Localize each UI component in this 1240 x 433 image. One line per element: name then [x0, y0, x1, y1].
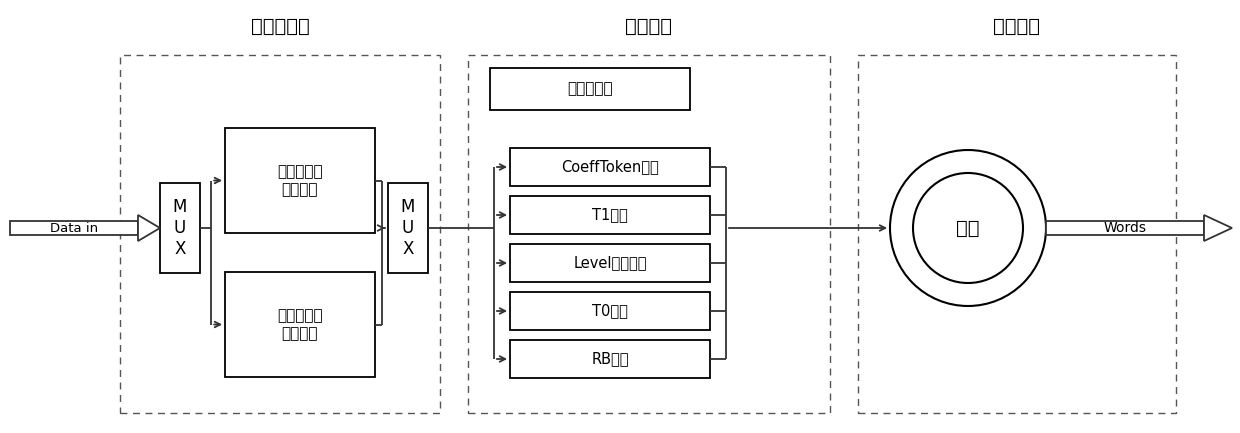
Bar — [224, 272, 374, 377]
Bar — [388, 183, 428, 273]
Text: 第二组系数
存储空间: 第二组系数 存储空间 — [278, 308, 322, 341]
Bar — [224, 128, 374, 233]
Bar — [10, 221, 138, 235]
Bar — [510, 292, 711, 330]
Text: 包装模块: 包装模块 — [993, 16, 1040, 36]
Bar — [510, 244, 711, 282]
Bar — [160, 183, 200, 273]
Polygon shape — [138, 215, 160, 241]
Text: 编码控制器: 编码控制器 — [567, 81, 613, 97]
Polygon shape — [1204, 215, 1233, 241]
Bar — [1047, 221, 1204, 235]
Text: RB编码: RB编码 — [591, 352, 629, 366]
Text: T0编码: T0编码 — [591, 304, 627, 319]
Bar — [467, 55, 830, 413]
Text: Words: Words — [1104, 221, 1147, 235]
Text: 预处理模块: 预处理模块 — [250, 16, 309, 36]
Text: M
U
X: M U X — [172, 198, 187, 258]
Text: Level系数编码: Level系数编码 — [573, 255, 647, 271]
Bar — [510, 148, 711, 186]
Bar — [120, 55, 440, 413]
Text: 编码模块: 编码模块 — [625, 16, 672, 36]
Bar — [858, 55, 1176, 413]
Bar — [510, 340, 711, 378]
Text: M
U
X: M U X — [401, 198, 415, 258]
Text: Data in: Data in — [50, 222, 98, 235]
Bar — [510, 196, 711, 234]
Bar — [490, 68, 689, 110]
Text: 堆栈: 堆栈 — [956, 219, 980, 237]
Text: T1编码: T1编码 — [593, 207, 627, 223]
Text: CoeffToken编码: CoeffToken编码 — [562, 159, 658, 174]
Text: 第一组系数
存储空间: 第一组系数 存储空间 — [278, 164, 322, 197]
